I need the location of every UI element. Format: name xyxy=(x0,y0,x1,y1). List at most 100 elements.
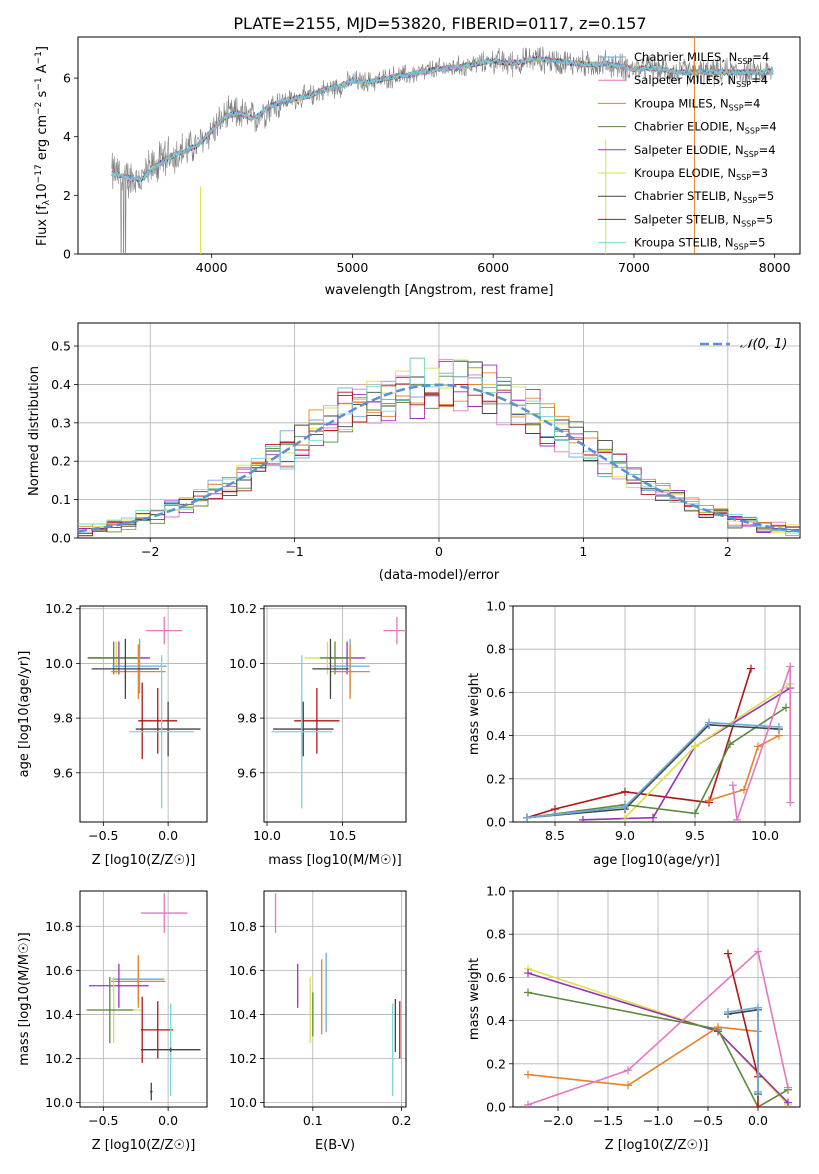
x-tick-label: −1.5 xyxy=(593,1113,623,1128)
legend-label-pre: Kroupa STELIB, N xyxy=(634,236,734,250)
x-axis-label: wavelength [Angstrom, rest frame] xyxy=(325,283,554,298)
y-tick-label: 0.8 xyxy=(486,642,506,657)
y-tick-label: 0.2 xyxy=(486,771,506,786)
legend-label: Chabrier STELIB, NSSP=5 xyxy=(634,189,774,205)
series-marker xyxy=(523,813,531,822)
x-tick-label: −2 xyxy=(141,544,159,559)
y-tick-label: 1.0 xyxy=(486,884,506,899)
axes-frame xyxy=(263,890,407,1108)
x-tick-label: 0 xyxy=(435,544,443,559)
legend-label-pre: Salpeter STELIB, N xyxy=(634,212,741,226)
z_weight-lines xyxy=(524,947,792,1107)
series-line-chabrier_elodie xyxy=(527,991,789,1107)
ebv_mass-points xyxy=(274,893,401,1096)
y-tick-label: 9.6 xyxy=(237,765,257,780)
z_age-points xyxy=(87,616,201,809)
y-tick-label: 10.2 xyxy=(45,1051,73,1066)
x-tick-label: 5000 xyxy=(337,260,369,275)
x-axis-label: mass [log10(M/M☉)] xyxy=(268,853,401,868)
y-tick-label: 0.3 xyxy=(51,415,71,430)
series-marker xyxy=(754,1103,762,1107)
y-tick-label: 10.0 xyxy=(45,1095,73,1110)
z_mass-axes: −0.5 0.0 10.0 10.2 10.4 10.6 10.8 xyxy=(45,890,208,1128)
series-marker xyxy=(524,1070,532,1079)
y-axis-label-part: ] xyxy=(35,46,50,51)
legend-label-post: =4 xyxy=(760,120,777,134)
y-axis-label: Normed distribution xyxy=(27,366,42,496)
legend-label-post: =5 xyxy=(749,236,766,250)
age_weight-lines xyxy=(523,662,795,822)
legend-label-pre: Chabrier STELIB, N xyxy=(634,189,742,203)
y-tick-label: 10.4 xyxy=(45,1007,73,1022)
age_weight-axes: 8.5 9.0 9.5 10.0 0.0 0.2 0.4 0.6 0.8 1.0 xyxy=(486,599,801,843)
series-marker xyxy=(579,815,587,822)
series-line-chabrier_elodie xyxy=(526,706,787,819)
x-tick-label: 0.0 xyxy=(158,1113,178,1128)
y-tick-label: 6 xyxy=(63,71,71,86)
legend-label-post: =4 xyxy=(752,50,769,64)
series-marker xyxy=(649,813,657,822)
y-axis-label: mass weight xyxy=(467,673,482,755)
axes-frame xyxy=(512,890,801,1108)
legend-label: Salpeter ELODIE, NSSP=4 xyxy=(634,143,776,159)
legend-label-sub: SSP xyxy=(742,196,757,205)
model-fit-kroupa_stelib xyxy=(111,56,774,183)
histogram-salpeter_stelib xyxy=(78,383,800,537)
series-marker xyxy=(705,718,713,727)
x-tick-label: 1 xyxy=(579,544,587,559)
legend-label-sub: SSP xyxy=(736,173,751,182)
series-marker xyxy=(551,805,559,814)
legend-label: Salpeter STELIB, NSSP=5 xyxy=(634,212,773,228)
series-line-salpeter_miles xyxy=(527,949,789,1106)
y-tick-label: 2 xyxy=(63,188,71,203)
series-marker xyxy=(621,787,629,796)
series-line-chabrier_stelib xyxy=(727,1008,759,1094)
x-axis-label: Z [log10(Z/Z☉)] xyxy=(92,853,196,868)
series-marker xyxy=(524,988,532,997)
y-tick-label: 9.8 xyxy=(237,711,257,726)
y-tick-label: 0.6 xyxy=(486,685,506,700)
ebv_mass-axes: 0.1 0.2 10.0 10.2 10.4 10.6 10.8 xyxy=(229,890,412,1128)
y-tick-label: 9.8 xyxy=(53,711,73,726)
legend-label-pre: Kroupa MILES, N xyxy=(634,96,729,110)
y-tick-label: 0.6 xyxy=(486,970,506,985)
series-marker xyxy=(728,781,737,790)
series-line-chabrier_miles xyxy=(526,721,780,819)
x-axis-label: E(B-V) xyxy=(315,1138,355,1153)
legend-label: Chabrier MILES, NSSP=4 xyxy=(634,50,769,66)
legend-label-post: =5 xyxy=(756,212,773,226)
x-tick-label: −1 xyxy=(285,544,303,559)
y-tick-label: 10.8 xyxy=(45,919,73,934)
x-tick-label: 4000 xyxy=(196,260,228,275)
y-tick-label: 4 xyxy=(63,129,71,144)
figure-title: PLATE=2155, MJD=53820, FIBERID=0117, z=0… xyxy=(233,14,646,33)
series-marker xyxy=(705,796,713,805)
series-marker xyxy=(784,1098,792,1107)
x-tick-label: 7000 xyxy=(618,260,650,275)
y-axis-label-part: −1 xyxy=(34,77,44,90)
series-line-chabrier_stelib xyxy=(526,723,780,819)
x-tick-label: −0.5 xyxy=(88,1113,118,1128)
legend-label-sub: SSP xyxy=(736,80,751,89)
series-marker xyxy=(624,1081,632,1090)
legend-label: Salpeter MILES, NSSP=4 xyxy=(634,73,768,89)
legend-label-pre: Chabrier MILES, N xyxy=(634,50,737,64)
legend-label: Kroupa MILES, NSSP=4 xyxy=(634,96,760,112)
x-axis-label: Z [log10(Z/Z☉)] xyxy=(605,1138,709,1153)
series-marker xyxy=(754,742,762,751)
series-marker xyxy=(754,947,762,956)
y-axis-label-part: Flux [f xyxy=(35,205,50,246)
y-tick-label: 10.0 xyxy=(229,656,257,671)
x-tick-label: 9.5 xyxy=(685,828,705,843)
y-axis-label: age [log10(age/yr)] xyxy=(17,651,32,778)
y-tick-label: 10.6 xyxy=(45,963,73,978)
y-tick-label: 10.0 xyxy=(229,1095,257,1110)
y-axis-label: mass weight xyxy=(467,958,482,1040)
legend-label-sub: SSP xyxy=(741,219,756,228)
legend-label-pre: Chabrier ELODIE, N xyxy=(634,120,745,134)
spectrum-lines xyxy=(111,37,774,254)
series-line-kroupa_miles xyxy=(708,734,780,802)
series-marker xyxy=(624,1066,632,1075)
y-tick-label: 10.8 xyxy=(229,919,257,934)
